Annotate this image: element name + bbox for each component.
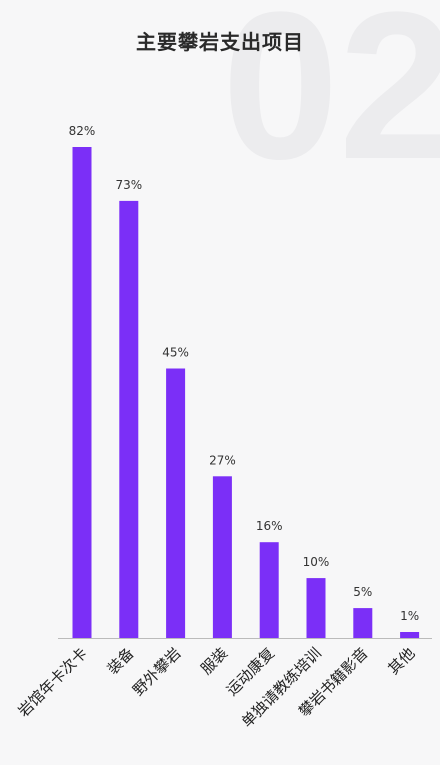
bar-7 [400, 632, 420, 638]
category-label-7: 其他 [384, 644, 418, 678]
value-label-5: 10% [303, 555, 330, 569]
value-label-1: 73% [115, 178, 142, 192]
value-labels-group: 82% 73% 45% 27% 16% 10% 5% 1% [69, 124, 419, 623]
category-label-1: 装备 [104, 644, 138, 678]
category-label-3: 服装 [197, 644, 231, 678]
value-label-7: 1% [400, 609, 419, 623]
value-label-0: 82% [69, 124, 96, 138]
bar-1 [119, 200, 139, 638]
bar-3 [212, 476, 232, 638]
value-label-2: 45% [162, 346, 189, 360]
category-label-2: 野外攀岩 [129, 644, 184, 699]
bars-group [72, 147, 420, 638]
chart-title: 主要攀岩支出项目 [136, 30, 304, 54]
bar-6 [353, 608, 373, 638]
value-label-3: 27% [209, 453, 236, 467]
value-label-6: 5% [353, 585, 372, 599]
bar-2 [166, 368, 186, 638]
category-label-0: 岩馆年卡次卡 [14, 644, 90, 720]
bar-0 [72, 147, 92, 638]
bar-4 [259, 542, 279, 638]
bar-5 [306, 578, 326, 638]
value-label-4: 16% [256, 519, 283, 533]
